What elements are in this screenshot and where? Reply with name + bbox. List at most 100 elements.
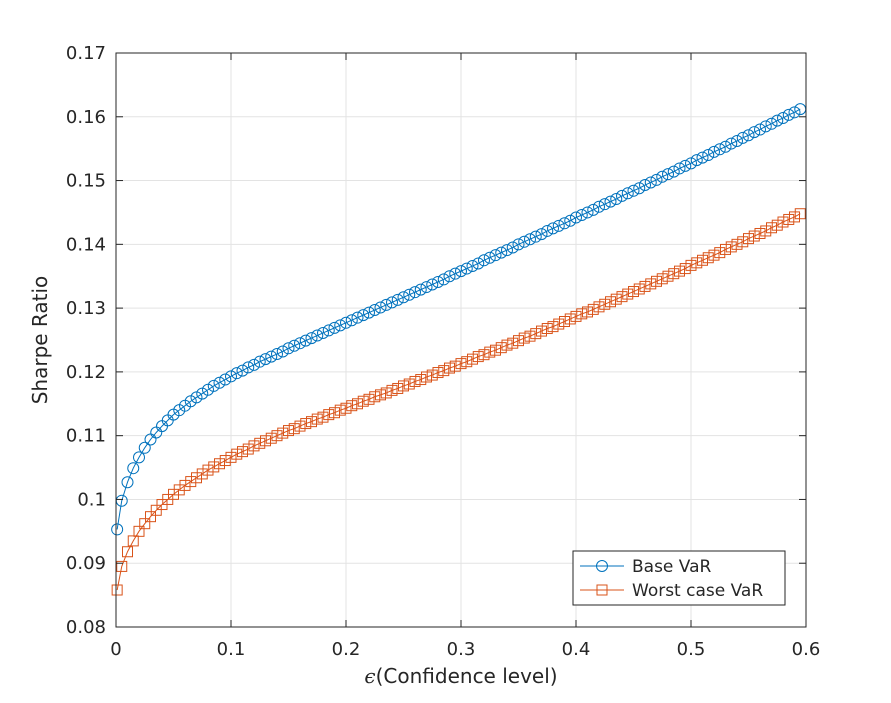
data-point-base-var xyxy=(552,219,565,232)
data-point-worst-case-var xyxy=(214,458,225,470)
data-point-base-var xyxy=(696,151,709,164)
data-point-base-var xyxy=(397,291,410,304)
data-point-base-var xyxy=(294,337,306,350)
data-point-worst-case-var xyxy=(628,286,639,298)
data-point-worst-case-var xyxy=(725,241,737,253)
data-point-worst-case-var xyxy=(495,342,507,354)
data-point-worst-case-var xyxy=(444,362,455,374)
data-point-base-var xyxy=(322,324,335,337)
data-point-worst-case-var xyxy=(490,344,501,356)
data-point-base-var xyxy=(598,198,611,211)
data-point-worst-case-var xyxy=(472,351,484,363)
data-point-worst-case-var xyxy=(593,301,605,313)
data-point-worst-case-var xyxy=(145,511,156,523)
data-point-base-var xyxy=(317,326,329,339)
data-point-base-var xyxy=(765,117,778,130)
data-point-worst-case-var xyxy=(386,384,398,396)
data-point-worst-case-var xyxy=(334,404,346,416)
data-point-worst-case-var xyxy=(426,369,438,381)
data-point-worst-case-var xyxy=(587,303,599,315)
data-point-worst-case-var xyxy=(674,265,685,277)
data-point-base-var xyxy=(437,273,450,286)
data-point-worst-case-var xyxy=(438,365,450,377)
y-axis-label: Sharpe Ratio xyxy=(28,276,52,405)
series-markers xyxy=(111,103,807,596)
data-point-worst-case-var xyxy=(720,243,731,255)
legend-label-base-var: Base VaR xyxy=(632,557,712,577)
data-point-worst-case-var xyxy=(392,382,404,394)
y-tick-label: 0.08 xyxy=(66,617,106,638)
data-point-base-var xyxy=(771,114,784,127)
data-point-worst-case-var xyxy=(639,280,651,292)
legend: Base VaR Worst case VaR xyxy=(572,550,786,606)
data-point-worst-case-var xyxy=(329,407,340,419)
data-point-worst-case-var xyxy=(708,249,720,261)
data-point-worst-case-var xyxy=(363,393,375,405)
data-point-worst-case-var xyxy=(432,367,444,379)
y-tick-label: 0.13 xyxy=(66,298,106,319)
data-point-base-var xyxy=(276,345,289,358)
data-point-base-var xyxy=(742,129,755,142)
data-point-base-var xyxy=(736,131,749,144)
data-point-base-var xyxy=(564,214,577,227)
data-point-worst-case-var xyxy=(283,425,294,437)
data-point-base-var xyxy=(265,350,278,363)
data-point-worst-case-var xyxy=(225,451,237,463)
data-point-worst-case-var xyxy=(697,254,708,266)
data-point-base-var xyxy=(253,355,266,368)
data-point-worst-case-var xyxy=(237,446,248,458)
data-point-worst-case-var xyxy=(346,400,358,412)
data-point-base-var xyxy=(357,309,370,322)
data-point-base-var xyxy=(374,301,387,314)
data-point-worst-case-var xyxy=(311,413,323,425)
data-point-worst-case-var xyxy=(501,339,513,351)
data-point-base-var xyxy=(236,364,249,377)
data-point-worst-case-var xyxy=(323,409,335,421)
data-point-base-var xyxy=(501,244,513,257)
data-point-worst-case-var xyxy=(455,358,467,370)
data-point-base-var xyxy=(604,195,617,208)
data-point-worst-case-var xyxy=(541,323,553,335)
data-point-base-var xyxy=(111,523,124,536)
data-point-worst-case-var xyxy=(484,346,496,358)
data-point-worst-case-var xyxy=(760,225,772,237)
data-point-worst-case-var xyxy=(662,270,674,282)
data-point-base-var xyxy=(581,206,594,219)
data-point-worst-case-var xyxy=(668,268,680,280)
data-point-worst-case-var xyxy=(254,437,266,449)
data-point-worst-case-var xyxy=(127,535,139,547)
data-point-worst-case-var xyxy=(294,420,306,432)
data-point-base-var xyxy=(777,112,789,125)
data-point-base-var xyxy=(662,168,674,181)
x-axis-label: ϵ(Confidence level) xyxy=(364,664,557,688)
tick-labels: 0 0.1 0.2 0.3 0.4 0.5 0.6 0.08 0.09 0.1 0.11 0.12 0.… xyxy=(66,43,820,660)
data-point-base-var xyxy=(259,353,272,366)
data-point-base-var xyxy=(754,123,766,136)
data-point-base-var xyxy=(311,329,324,342)
data-point-base-var xyxy=(489,249,502,262)
data-point-base-var xyxy=(512,238,525,251)
data-point-base-var xyxy=(219,373,232,386)
data-point-worst-case-var xyxy=(116,560,128,572)
x-tick-label: 0.1 xyxy=(217,639,246,660)
data-point-worst-case-var xyxy=(622,288,634,300)
data-point-base-var xyxy=(351,311,364,324)
data-point-worst-case-var xyxy=(731,238,743,250)
data-point-worst-case-var xyxy=(260,435,271,447)
data-point-base-var xyxy=(363,306,375,319)
data-point-worst-case-var xyxy=(150,504,162,516)
data-point-base-var xyxy=(282,342,295,355)
data-point-base-var xyxy=(207,379,220,392)
data-point-worst-case-var xyxy=(679,263,691,275)
data-point-worst-case-var xyxy=(306,416,317,428)
data-point-worst-case-var xyxy=(168,488,179,500)
y-tick-label: 0.14 xyxy=(66,234,106,255)
data-point-worst-case-var xyxy=(582,306,593,318)
data-point-worst-case-var xyxy=(248,440,260,452)
data-point-base-var xyxy=(656,170,669,183)
data-point-base-var xyxy=(524,233,536,246)
data-point-worst-case-var xyxy=(651,275,662,287)
data-point-base-var xyxy=(610,193,623,206)
data-point-base-var xyxy=(690,154,703,167)
data-point-worst-case-var xyxy=(616,291,628,303)
